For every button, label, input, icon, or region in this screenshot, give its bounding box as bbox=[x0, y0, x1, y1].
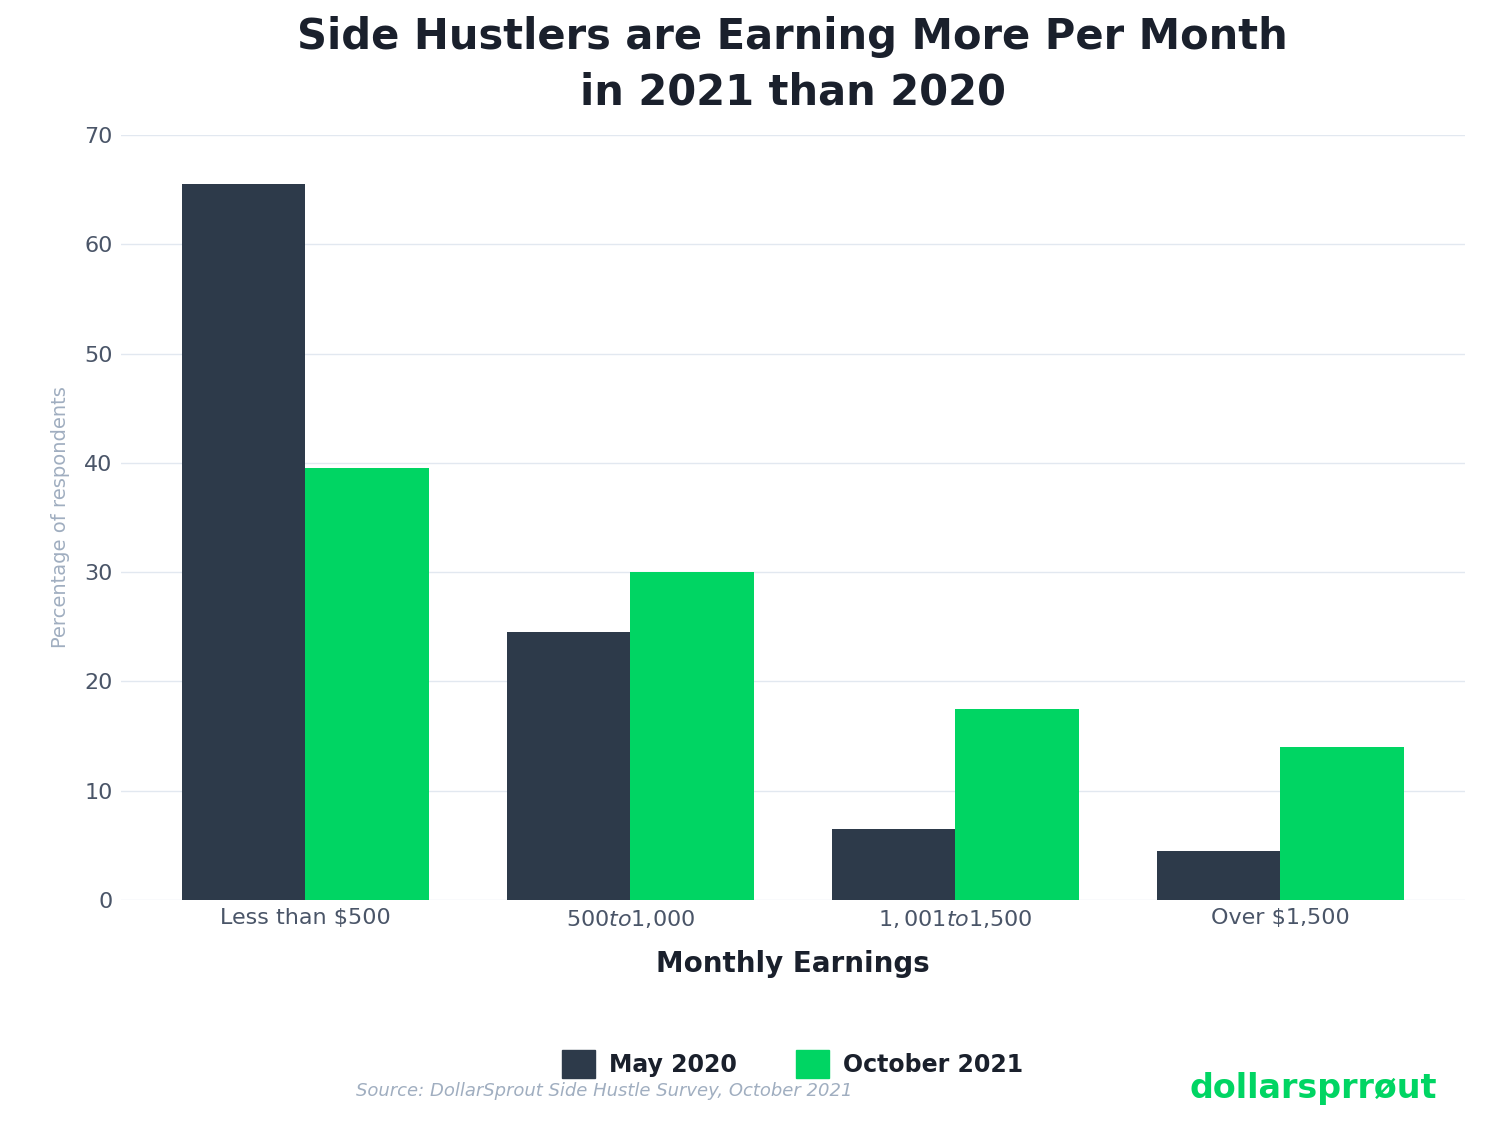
Bar bbox=[1157, 850, 1280, 900]
Bar bbox=[507, 632, 630, 900]
Text: Source: DollarSprout Side Hustle Survey, October 2021: Source: DollarSprout Side Hustle Survey,… bbox=[356, 1082, 852, 1100]
Text: dollarsprrøut: dollarsprrøut bbox=[1190, 1072, 1438, 1105]
Bar bbox=[181, 184, 305, 900]
Bar bbox=[956, 709, 1078, 900]
Bar bbox=[305, 468, 429, 900]
Bar bbox=[1280, 747, 1404, 900]
Bar bbox=[832, 829, 956, 900]
Legend: May 2020, October 2021: May 2020, October 2021 bbox=[553, 1041, 1033, 1087]
X-axis label: Monthly Earnings: Monthly Earnings bbox=[655, 950, 930, 978]
Title: Side Hustlers are Earning More Per Month
in 2021 than 2020: Side Hustlers are Earning More Per Month… bbox=[297, 16, 1288, 114]
Y-axis label: Percentage of respondents: Percentage of respondents bbox=[51, 387, 69, 648]
Bar bbox=[630, 573, 753, 900]
